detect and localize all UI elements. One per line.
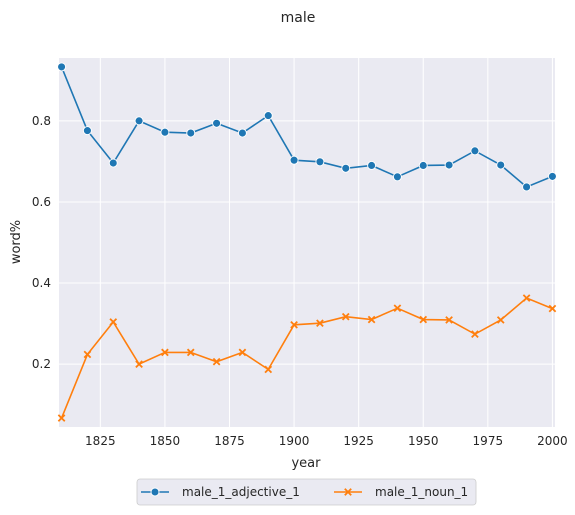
- data-point: [109, 318, 118, 326]
- legend-marker: [150, 487, 160, 497]
- legend-box: [136, 478, 477, 506]
- x-tick-label: 2000: [537, 434, 568, 448]
- x-marker-stroke: [238, 348, 247, 357]
- data-point: [135, 360, 143, 368]
- x-ticks: 1825 1850 1875 1900 1925 1950 1975 2000: [85, 434, 568, 448]
- x-marker-stroke: [419, 315, 428, 324]
- data-point: [547, 171, 557, 181]
- chart-title: male: [281, 10, 316, 26]
- series-layer: [57, 62, 557, 422]
- data-point: [57, 414, 66, 422]
- y-tick-label: 0.4: [32, 276, 51, 290]
- x-tick-label: 1950: [408, 434, 439, 448]
- x-marker-stroke: [290, 320, 298, 329]
- legend-marker: [344, 488, 352, 496]
- data-point: [444, 160, 454, 170]
- data-point: [212, 118, 222, 128]
- data-point: [83, 350, 92, 359]
- data-point: [522, 182, 532, 192]
- x-tick-label: 1825: [85, 434, 116, 448]
- data-point: [186, 348, 195, 357]
- data-point: [160, 127, 170, 137]
- x-marker-stroke: [186, 348, 195, 357]
- x-marker-stroke: [135, 360, 143, 368]
- data-point: [496, 316, 505, 324]
- series-line: [60, 66, 553, 188]
- data-point: [264, 365, 273, 374]
- x-marker-stroke: [341, 312, 350, 321]
- x-tick-label: 1900: [279, 434, 310, 448]
- series-male_1_noun_1: [57, 294, 557, 422]
- data-point: [393, 304, 402, 313]
- data-point: [341, 163, 351, 173]
- data-point: [315, 157, 325, 167]
- x-tick-label: 1925: [343, 434, 374, 448]
- series-male_1_adjective_1: [57, 62, 557, 192]
- data-point: [445, 316, 453, 324]
- data-point: [367, 161, 377, 170]
- x-marker-stroke: [445, 316, 453, 324]
- x-marker-stroke: [264, 365, 273, 374]
- plot-background: [59, 58, 555, 427]
- legend-entry: male_1_noun_1: [334, 485, 468, 499]
- x-marker-stroke: [471, 330, 479, 338]
- x-tick-label: 1875: [214, 434, 245, 448]
- legend: male_1_adjective_1 male_1_noun_1: [136, 478, 477, 506]
- y-axis-label: word%: [9, 220, 24, 264]
- data-point: [316, 319, 324, 328]
- legend-label: male_1_adjective_1: [182, 485, 300, 499]
- data-point: [82, 126, 92, 136]
- y-tick-label: 0.8: [32, 114, 51, 128]
- y-ticks: 0.2 0.4 0.6 0.8: [32, 114, 51, 371]
- data-point: [212, 357, 221, 366]
- x-marker-stroke: [316, 319, 324, 328]
- x-marker-stroke: [393, 304, 402, 313]
- x-marker-stroke: [212, 357, 221, 366]
- x-axis-label: year: [291, 456, 321, 471]
- legend-entry: male_1_adjective_1: [141, 485, 300, 499]
- x-marker-stroke: [548, 304, 557, 313]
- data-point: [392, 172, 402, 182]
- x-marker-stroke: [83, 350, 92, 359]
- data-point: [290, 320, 298, 329]
- data-point: [419, 315, 428, 324]
- data-point: [108, 158, 118, 168]
- x-marker-stroke: [496, 316, 505, 324]
- data-point: [237, 128, 247, 138]
- series-line: [60, 297, 553, 419]
- y-tick-label: 0.6: [32, 195, 51, 209]
- data-point: [263, 111, 273, 121]
- data-point: [418, 161, 428, 170]
- data-point: [57, 62, 67, 72]
- data-point: [341, 312, 350, 321]
- data-point: [238, 348, 247, 357]
- x-marker-stroke: [522, 294, 531, 302]
- data-point: [367, 315, 376, 324]
- data-point: [522, 294, 531, 302]
- data-point: [134, 116, 144, 126]
- x-marker-stroke: [367, 315, 376, 324]
- x-marker-stroke: [344, 488, 352, 496]
- legend-label: male_1_noun_1: [375, 485, 468, 499]
- data-point: [548, 304, 557, 313]
- data-point: [289, 155, 299, 165]
- x-marker-stroke: [161, 348, 169, 357]
- y-tick-label: 0.2: [32, 357, 51, 371]
- x-tick-label: 1850: [150, 434, 181, 448]
- x-tick-label: 1975: [473, 434, 504, 448]
- data-point: [186, 128, 196, 138]
- x-marker-stroke: [109, 318, 118, 326]
- data-point: [470, 146, 480, 156]
- data-point: [471, 330, 479, 338]
- data-point: [161, 348, 169, 357]
- legend-items: male_1_adjective_1 male_1_noun_1: [141, 485, 468, 499]
- x-marker-stroke: [57, 414, 66, 422]
- data-point: [496, 160, 506, 170]
